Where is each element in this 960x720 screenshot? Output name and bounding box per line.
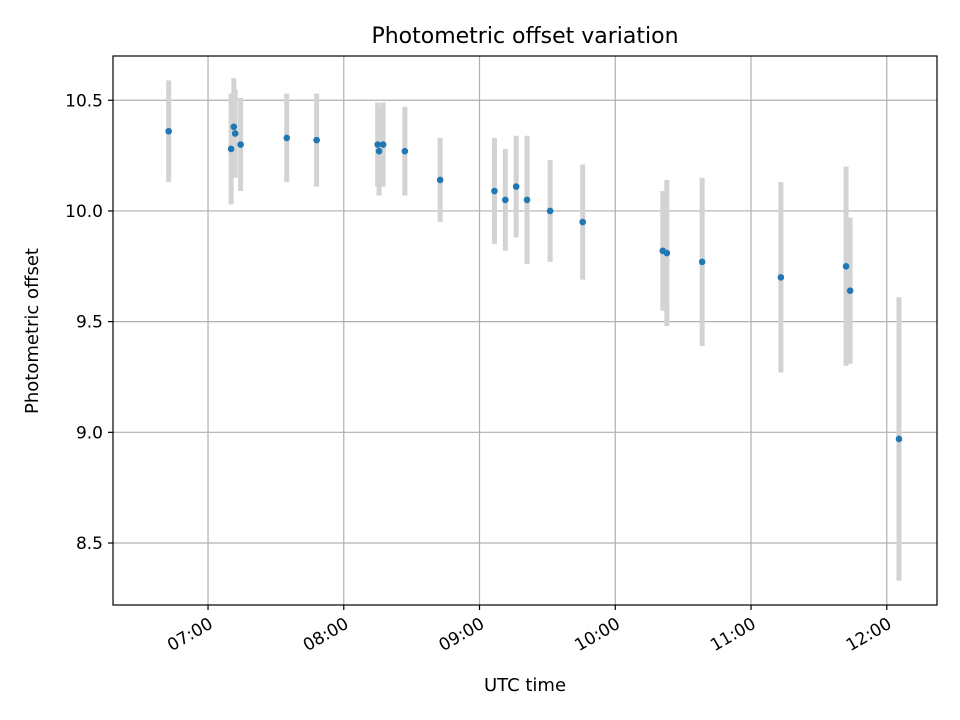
data-point bbox=[491, 187, 498, 195]
data-point bbox=[165, 127, 172, 135]
data-point bbox=[374, 141, 382, 148]
data-point bbox=[401, 147, 409, 155]
y-tick-label: 9.5 bbox=[76, 313, 103, 333]
data-point bbox=[895, 435, 903, 443]
y-tick-label: 8.5 bbox=[76, 534, 103, 554]
data-points bbox=[165, 123, 903, 443]
data-point bbox=[846, 287, 854, 294]
y-axis-ticks: 8.5 9.0 9.5 10.0 10.5 bbox=[65, 91, 113, 554]
x-axis-label: UTC time bbox=[484, 675, 566, 696]
data-point bbox=[379, 141, 387, 148]
data-point bbox=[231, 130, 239, 137]
data-point bbox=[523, 196, 531, 204]
data-point bbox=[579, 218, 586, 226]
data-point bbox=[777, 274, 785, 281]
chart-title: Photometric offset variation bbox=[371, 24, 678, 49]
data-point bbox=[436, 176, 444, 184]
y-tick-label: 9.0 bbox=[76, 423, 103, 443]
data-point bbox=[237, 141, 244, 148]
y-tick-label: 10.0 bbox=[65, 202, 103, 222]
data-point bbox=[313, 136, 320, 144]
data-point bbox=[375, 147, 383, 155]
data-point bbox=[842, 263, 850, 270]
data-point bbox=[663, 249, 671, 257]
plot-frame bbox=[112, 55, 938, 606]
data-point bbox=[698, 258, 706, 266]
data-point bbox=[283, 134, 291, 142]
y-tick-label: 10.5 bbox=[65, 91, 103, 111]
data-point bbox=[502, 196, 509, 204]
data-point bbox=[230, 123, 238, 131]
y-axis-label: Photometric offset bbox=[22, 248, 43, 414]
data-point bbox=[546, 207, 554, 215]
data-point bbox=[227, 145, 235, 153]
data-point bbox=[512, 183, 520, 190]
